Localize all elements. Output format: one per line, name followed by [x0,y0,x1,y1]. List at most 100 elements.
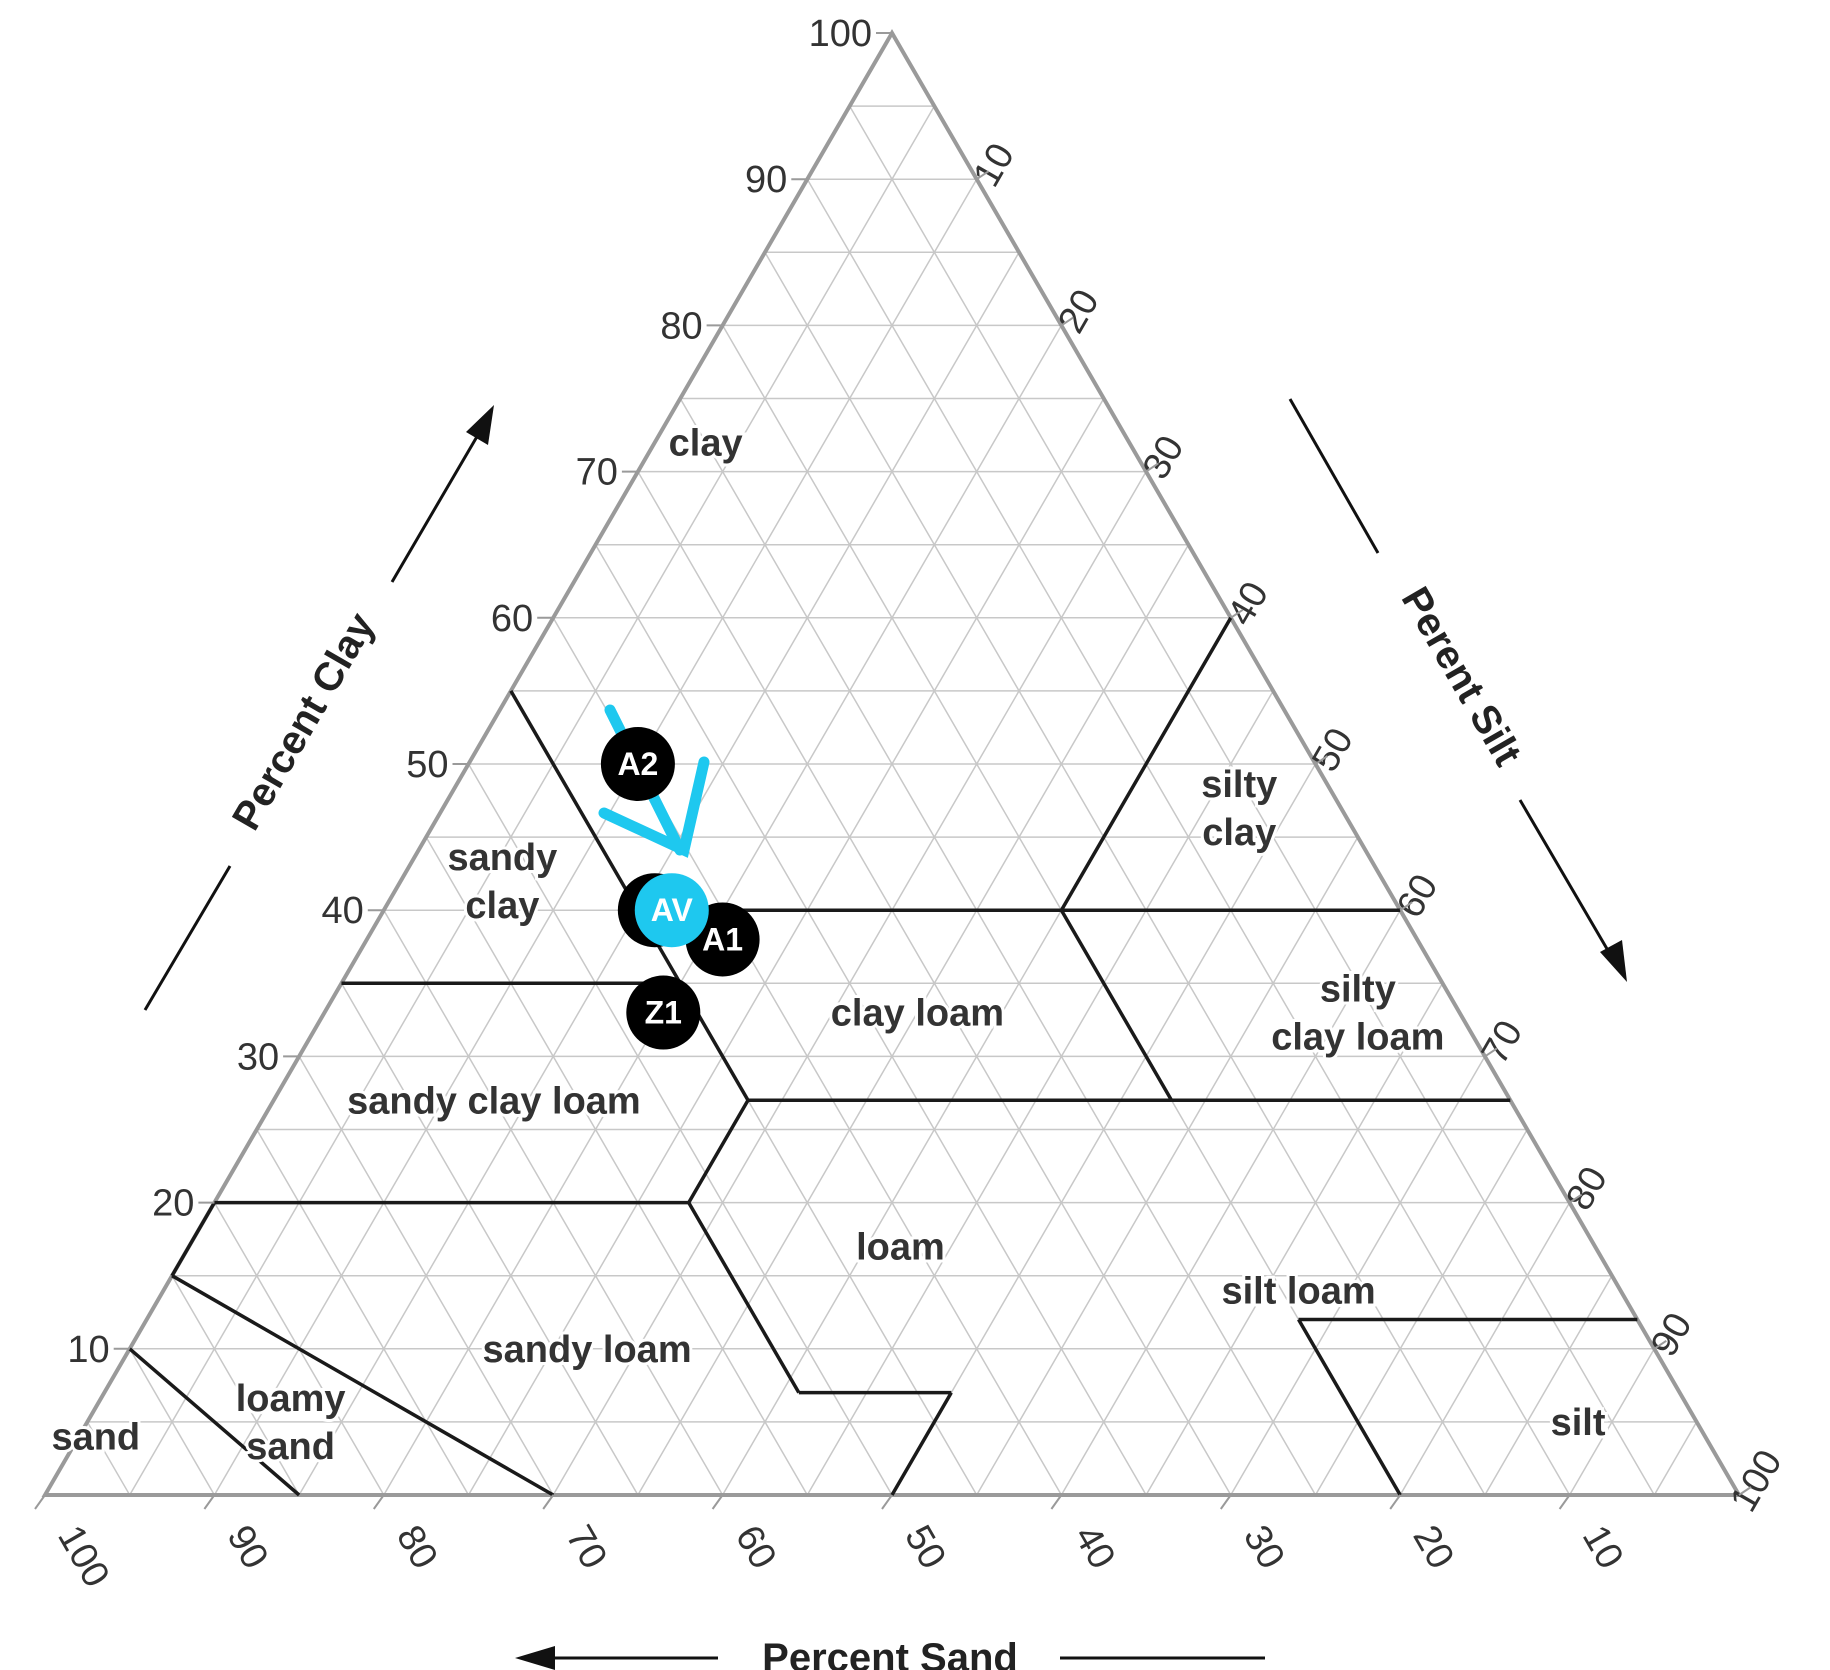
grid-line [1568,1348,1655,1496]
silt-tick-label: 100 [1723,1443,1791,1519]
grid-line [1314,1129,1528,1496]
sand-tick-label: 10 [1574,1519,1632,1577]
grid-line [637,544,1190,1496]
tick-labels: 10 20 30 40 50 60 70 80 90 100 10 20 30 40 50 60 70 80 90 1… [34,13,1791,1595]
grid-lines [86,105,1698,1496]
clay-tick-label: 10 [67,1329,109,1371]
sand-tick-label: 70 [557,1519,615,1577]
grid-line [1230,1056,1486,1496]
sample-point-marker [600,727,675,801]
sand-tick-mark [1558,1494,1571,1510]
grid-line [1484,1275,1613,1496]
clay-tick-label: 40 [322,890,364,932]
grid-line [129,1348,216,1496]
sand-tick-label: 80 [388,1519,446,1577]
grid-line [171,1275,300,1496]
silt-tick-mark [1569,1193,1583,1204]
sand-tick-label: 20 [1404,1519,1462,1577]
grid-line [340,982,639,1496]
clay-tick-label: 30 [237,1036,279,1078]
clay-tick-label: 70 [576,452,618,494]
sand-tick-mark [203,1494,216,1510]
silt-tick-label: 10 [966,136,1024,194]
sand-tick-label: 50 [896,1519,954,1577]
region-label: loamy [236,1378,346,1420]
region-label: sandy clay loam [347,1080,641,1122]
class-boundary [687,1201,801,1394]
sand-tick-label: 30 [1235,1519,1293,1577]
sample-point-marker [626,975,701,1050]
sand-tick-label: 100 [49,1519,117,1595]
clay-axis-arrowhead [466,405,494,445]
sand-tick-mark [372,1494,385,1510]
region-label: silty [1201,764,1277,806]
silt-axis-title: Perent Silt [1393,580,1530,773]
silt-tick-mark [1399,901,1413,912]
region-label: clay [465,885,539,927]
silt-tick-label: 60 [1389,867,1447,925]
grid-line [764,251,1486,1496]
clay-axis-line-lower [143,865,232,1011]
sand-tick-label: 40 [1066,1519,1124,1577]
region-label: silt [1551,1402,1606,1444]
silt-tick-mark [976,170,990,181]
silt-axis-title-group: Perent Silt [1288,398,1627,982]
grid-line [256,1129,470,1496]
silt-tick-label: 20 [1050,283,1108,341]
grid-line [467,398,1105,1496]
silt-tick-mark [1738,1486,1752,1496]
grid-line [806,690,1274,1496]
class-boundary [890,1391,953,1496]
sample-point-label: Z1 [645,995,682,1031]
region-label: clay loam [1271,1017,1444,1059]
class-boundary [1059,909,1174,1102]
grid-line [1653,1421,1698,1496]
region-label: sandy loam [483,1329,692,1371]
silt-tick-mark [1314,755,1329,765]
silt-tick-mark [1145,462,1159,473]
clay-axis-arrow-line [390,427,484,583]
silt-tick-label: 90 [1643,1306,1701,1364]
sample-point-label: A1 [702,921,743,957]
silt-tick-label: 30 [1135,429,1193,487]
clay-tick-label: 60 [491,598,533,640]
region-label: silty [1320,969,1396,1011]
grid-line [86,1421,131,1496]
region-label: sandy [447,837,557,879]
sample-point-label: AV [651,892,694,928]
silt-axis-arrow-line [1518,799,1612,955]
clay-tick-label: 90 [745,159,787,201]
region-label: clay loam [831,993,1004,1035]
clay-tick-label: 80 [660,305,702,347]
silt-axis-line-upper [1288,398,1380,554]
sample-point-label: A2 [617,746,658,782]
sample-points: A2ZA1Z1AV [600,727,760,1050]
sand-axis-title-group: Percent Sand [515,1636,1265,1670]
region-label: sand [51,1417,140,1459]
region-label: sand [246,1426,335,1468]
sand-tick-mark [711,1494,724,1510]
region-label: silt loam [1221,1270,1375,1312]
silt-axis-arrowhead [1600,940,1627,982]
grid-line [679,398,1317,1496]
region-label: clay [1202,812,1276,854]
sand-tick-label: 60 [727,1519,785,1577]
grid-line [1399,1202,1571,1496]
grid-line [891,763,1317,1496]
clay-axis-title: Percent Clay [224,605,384,838]
grid-line [425,836,808,1496]
silt-tick-mark [1230,608,1244,619]
class-boundary [171,1274,555,1497]
sand-tick-mark [1219,1494,1232,1510]
grid-line [298,1056,554,1496]
annotation-arrow-head [598,756,710,858]
clay-tick-label: 50 [406,744,448,786]
silt-tick-mark [1060,316,1074,327]
sand-tick-mark [1389,1494,1402,1510]
class-boundary [1059,616,1233,912]
silt-tick-mark [1484,1047,1498,1058]
grid-line [1145,982,1444,1496]
class-boundary [1297,1318,1402,1496]
sample-point-marker [634,873,709,948]
sand-tick-mark [1050,1494,1063,1510]
